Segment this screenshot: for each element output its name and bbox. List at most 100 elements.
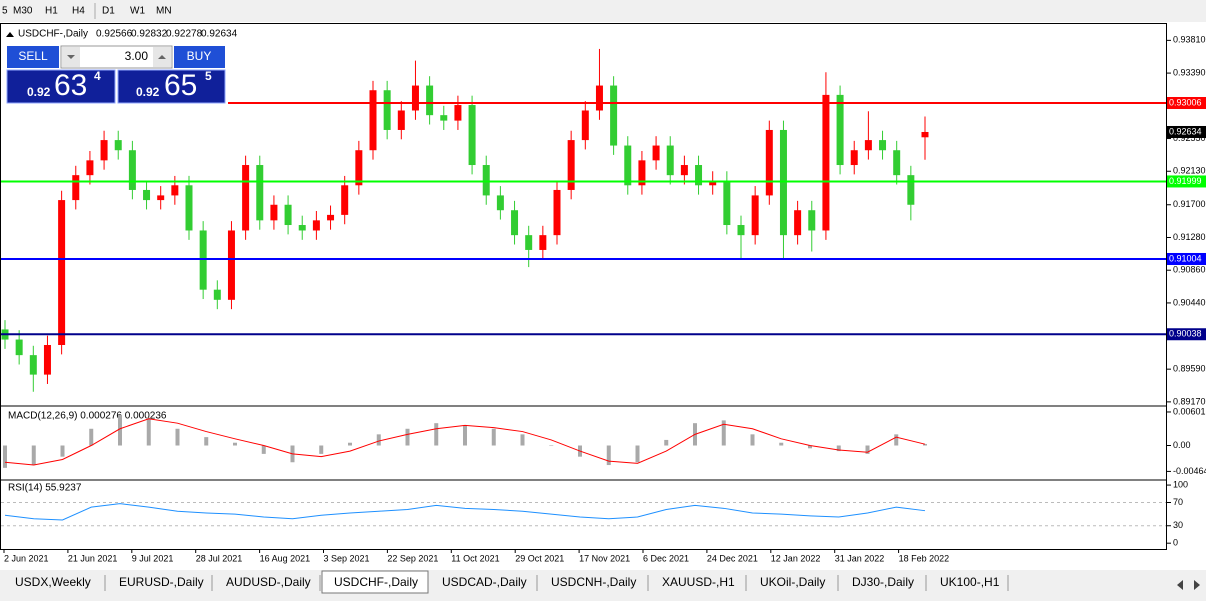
candle-body [468,105,476,166]
buy-price-small: 5 [205,69,212,83]
y-tick-label: 0.90860 [1173,265,1206,275]
macd-bar [146,417,151,446]
buy-price-box[interactable] [117,69,226,104]
lot-value[interactable]: 3.00 [125,49,149,63]
lot-input[interactable] [60,45,173,69]
candle-body [29,355,37,375]
y-tick-label: 0.00 [1173,440,1191,450]
collapse-icon[interactable] [6,32,14,37]
buy-button[interactable] [174,46,225,68]
tab-label[interactable]: UKOil-,Daily [760,575,825,589]
macd-bar [89,428,94,446]
price-label-box [1167,125,1206,138]
timeframe-button[interactable]: M30 [13,6,33,17]
macd-bar [606,445,611,466]
candle-body [440,115,448,121]
candle-body [652,145,660,161]
macd-bar [836,445,841,452]
candle-body [72,175,80,201]
sell-button[interactable] [7,46,59,68]
macd-bar [261,445,266,454]
y-tick-label: 0.00601 [1173,406,1206,416]
candle-body [709,180,717,186]
candle-body [525,235,533,250]
macd-bar [865,445,870,454]
candle-body [864,140,872,151]
tab-scroll[interactable] [1177,580,1200,590]
macd-bar [808,445,812,449]
tab-label[interactable]: UK100-,H1 [940,575,1000,589]
candle-body [454,105,462,121]
macd-bar [60,445,65,457]
tab-label[interactable]: AUDUSD-,Daily [226,575,311,589]
trade-panel: SELL 3.00 BUY 0.92 63 4 0.92 65 5 [6,45,226,104]
macd-bar [405,428,410,446]
tab-label[interactable]: USDCHF-,Daily [334,575,418,589]
level-label: 0.93006 [1169,97,1202,107]
y-tick-label: 0.91700 [1173,199,1206,209]
tab-bar [0,570,1206,601]
candle-body [242,165,250,231]
candle-body [227,230,235,300]
macd-bar [491,428,496,446]
macd-bar [31,445,36,466]
candle-body [737,225,745,236]
candle-body [765,129,773,196]
candle-body [610,85,618,146]
timeframe-button[interactable]: D1 [102,6,115,17]
candle-body [794,210,802,236]
candle-body [680,165,688,176]
candle-body [58,200,66,346]
tab-label[interactable]: USDCAD-,Daily [442,575,527,589]
tab-label[interactable]: EURUSD-,Daily [119,575,204,589]
buy-price-big: 0.92 [136,85,160,99]
candle-body [779,129,787,236]
candle-body [143,189,151,201]
x-tick-label: 18 Feb 2022 [899,553,950,563]
candle-body [624,145,632,186]
candle-body [185,185,193,231]
candle-body [595,85,603,111]
x-tick-label: 29 Oct 2021 [515,553,564,563]
macd-bar [520,434,525,446]
y-tick-label: 0 [1173,538,1178,548]
ohlc-close: 0.92634 [201,29,238,40]
timeframe-button[interactable]: MN [156,6,172,17]
x-tick-label: 9 Jul 2021 [132,553,174,563]
buy-label[interactable]: BUY [187,49,212,63]
tab-label[interactable]: XAUUSD-,H1 [662,575,735,589]
x-tick-label: 3 Sep 2021 [324,553,370,563]
candle-body [397,110,405,130]
candle-body [907,175,915,205]
active-tab[interactable] [321,570,429,594]
tab-label[interactable]: USDX,Weekly [15,575,91,589]
buy-price-main: 65 [164,69,197,102]
candle-body [256,165,264,221]
macd-bar [175,428,180,446]
x-tick-label: 2 Jun 2021 [4,553,49,563]
candle-body [270,204,278,221]
candle-body [879,140,887,151]
y-tick-label: 0.90440 [1173,297,1206,307]
sell-label[interactable]: SELL [18,49,48,63]
level-label: 0.91004 [1169,253,1202,263]
x-tick-label: 6 Dec 2021 [643,553,689,563]
y-tick-label: 70 [1173,497,1183,507]
macd-bar [664,439,669,446]
y-tick-label: 0.92130 [1173,166,1206,176]
sell-price-box[interactable] [6,69,116,104]
level-label-box [1167,328,1206,341]
candle-body [836,94,844,166]
macd-bar [319,445,324,454]
tab-label[interactable]: USDCNH-,Daily [551,575,636,589]
timeframe-button[interactable]: 5 [2,6,8,17]
candle-body [369,90,377,151]
timeframe-button[interactable]: W1 [130,6,145,17]
tab-label[interactable]: DJ30-,Daily [852,575,914,589]
candle-body [553,189,561,236]
x-tick-label: 17 Nov 2021 [579,553,630,563]
y-tick-label: 0.89590 [1173,364,1206,374]
timeframe-button[interactable]: H1 [45,6,58,17]
timeframe-button[interactable]: H4 [72,6,85,17]
